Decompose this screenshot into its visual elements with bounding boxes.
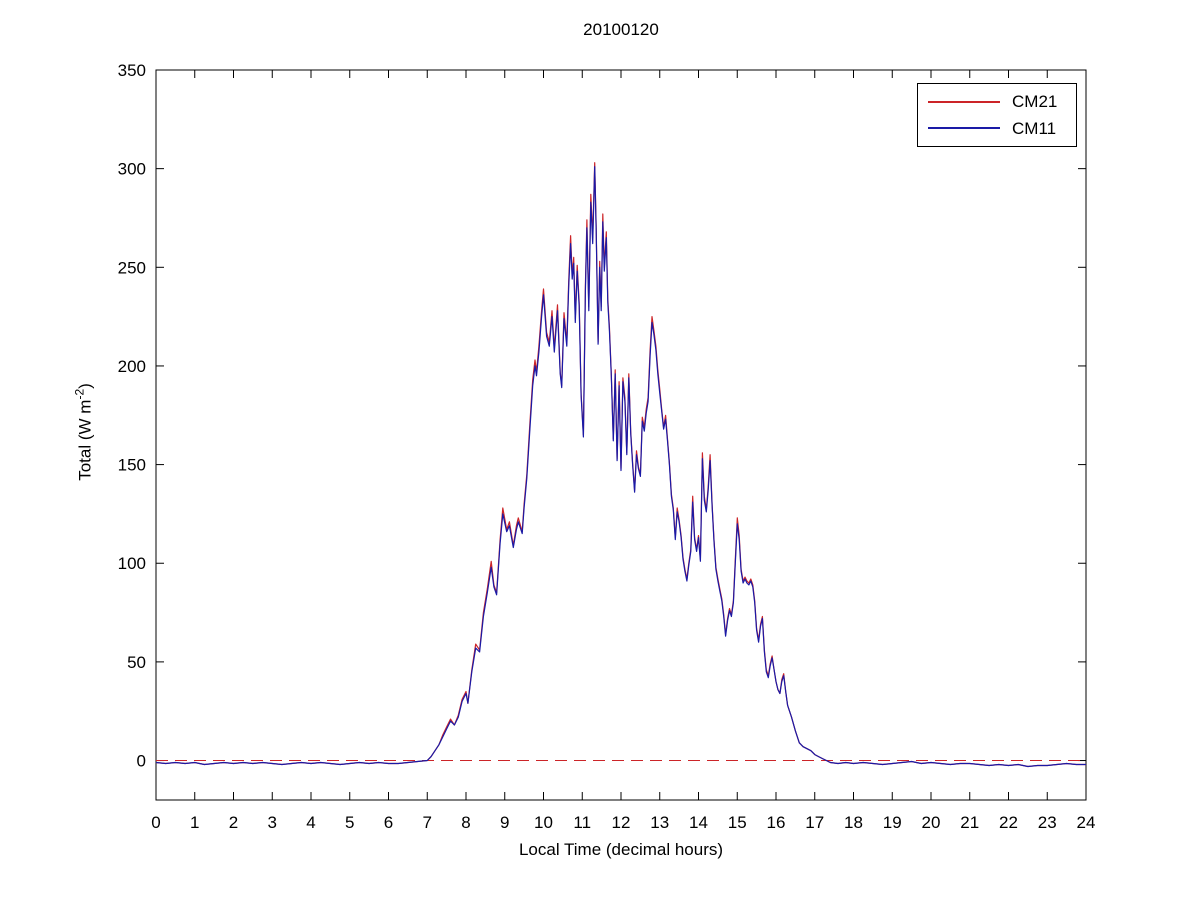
x-tick-label: 23 [1038,813,1057,832]
x-tick-label: 12 [612,813,631,832]
cm21-line-swatch [928,100,1000,103]
series-line-cm11 [155,166,1086,768]
legend-entry-cm21: CM21 [928,93,1066,110]
x-tick-label: 8 [461,813,470,832]
legend-label-cm11: CM11 [1012,118,1057,138]
x-tick-label: 6 [384,813,393,832]
y-tick-label: 150 [118,456,146,475]
x-tick-label: 2 [229,813,238,832]
y-tick-label: 350 [118,61,146,80]
x-tick-label: 21 [960,813,979,832]
x-tick-label: 3 [268,813,277,832]
y-axis-label-base: Total (W m [75,399,95,481]
x-tick-label: 0 [151,813,160,832]
x-tick-label: 19 [883,813,902,832]
legend-entry-cm11: CM11 [928,120,1066,137]
x-tick-label: 16 [767,813,786,832]
y-tick-label: 50 [127,653,146,672]
x-tick-label: 9 [500,813,509,832]
x-axis-label: Local Time (decimal hours) [518,840,724,859]
x-tick-label: 20 [922,813,941,832]
x-tick-label: 5 [345,813,354,832]
legend-label-cm21: CM21 [1012,92,1058,112]
x-tick-label: 18 [844,813,863,832]
x-tick-label: 24 [1077,813,1096,832]
x-tick-label: 10 [534,813,553,832]
y-axis-label-exponent: -2 [72,388,87,400]
x-tick-label: 4 [306,813,315,832]
x-tick-label: 1 [190,813,199,832]
legend-box: CM21 CM11 [917,83,1077,147]
y-tick-label: 300 [118,160,146,179]
x-tick-label: 11 [573,813,591,832]
x-tick-label: 15 [728,813,747,832]
y-tick-label: 250 [118,258,146,277]
y-axis-label-close: ) [75,383,95,389]
cm11-line-swatch [928,127,1000,130]
x-tick-label: 14 [689,813,708,832]
chart-title: 20100120 [583,20,659,39]
plot-frame [155,69,1087,801]
y-tick-label: 0 [137,752,146,771]
x-tick-label: 22 [999,813,1018,832]
x-tick-label: 17 [805,813,824,832]
x-tick-label: 7 [423,813,432,832]
y-tick-label: 100 [118,554,146,573]
y-tick-label: 200 [118,357,146,376]
x-tick-label: 13 [650,813,669,832]
y-axis-label: Total (W m-2) [73,383,96,481]
